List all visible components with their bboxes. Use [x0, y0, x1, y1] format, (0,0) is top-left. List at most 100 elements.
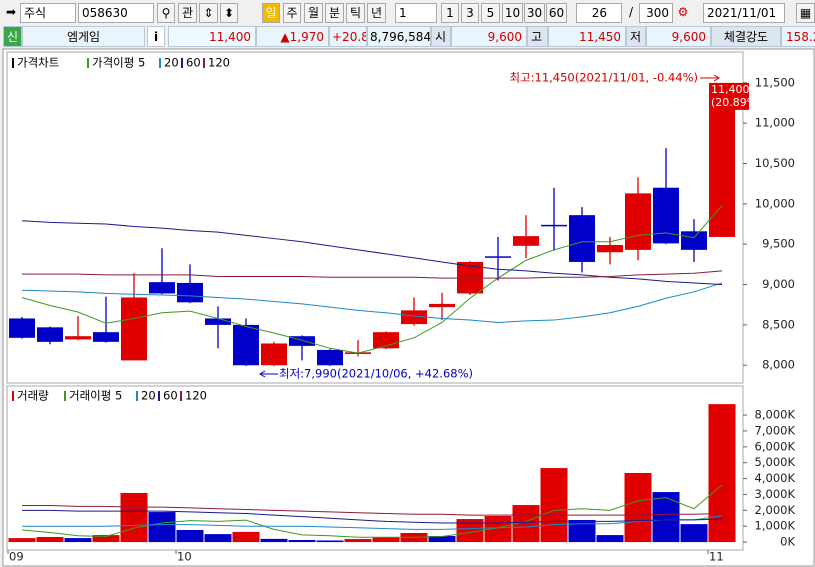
candle-body	[233, 324, 259, 366]
menu-icon[interactable]: ➡	[5, 5, 17, 19]
info-button[interactable]: i	[147, 26, 165, 47]
count-input[interactable]: 26	[576, 3, 622, 23]
moving-average	[21, 205, 723, 354]
settings-icon[interactable]: ⚙	[677, 5, 689, 19]
period-button[interactable]: 년	[367, 3, 386, 23]
candle-body	[205, 318, 231, 325]
minute-button[interactable]: 3	[461, 3, 479, 23]
legend-marker	[203, 58, 205, 68]
minute-button[interactable]: 5	[481, 3, 500, 23]
volume-bar	[288, 539, 316, 543]
high: 11,450	[548, 26, 626, 47]
minute-button[interactable]: 1	[441, 3, 459, 23]
y-tick-label: 10,000	[755, 196, 795, 210]
volume-bar	[540, 468, 568, 543]
y-tick-label: 5,000K	[755, 455, 796, 469]
legend-marker	[158, 391, 160, 401]
x-tick-label: 09	[9, 550, 24, 564]
volume-bar	[428, 536, 456, 543]
legend-label: 거래이평 5	[69, 389, 122, 403]
price: 11,400	[168, 26, 256, 47]
volume-bar	[92, 535, 120, 543]
code-input[interactable]: 058630	[78, 3, 154, 23]
candle-body	[513, 236, 539, 246]
candle-body	[653, 187, 679, 244]
period-button[interactable]: 틱	[346, 3, 365, 23]
y-tick-label: 6,000K	[755, 439, 796, 453]
minute-button[interactable]: 60	[546, 3, 567, 23]
volume-bar	[596, 535, 624, 543]
candle-body	[289, 336, 315, 346]
legend-label: 가격차트	[17, 56, 59, 70]
volume: 8,796,584	[367, 26, 431, 47]
candle-body	[177, 282, 203, 303]
volume-panel	[6, 385, 744, 551]
annotation: 최고:11,450(2021/11/01, -0.44%)	[509, 71, 698, 85]
volume-bar	[176, 529, 204, 543]
stock-name: 엠게임	[22, 26, 145, 47]
candle-body	[485, 256, 511, 258]
y-tick-label: 1,000K	[755, 519, 796, 533]
y-tick-label: 11,000	[755, 116, 795, 130]
volume-bar	[36, 536, 64, 543]
badge: 신	[3, 26, 22, 47]
candle-body	[261, 343, 287, 366]
volume-bar	[8, 538, 36, 543]
volume-bar	[372, 536, 400, 543]
x-tick-label: 10	[177, 550, 192, 564]
volume-bar	[232, 531, 260, 543]
interval-select[interactable]: 1	[395, 3, 437, 23]
candle-body	[65, 336, 91, 340]
moving-average	[21, 282, 723, 323]
date-input[interactable]: 2021/11/01	[703, 3, 785, 23]
volume-bar	[568, 519, 596, 543]
y-tick-label: 10,500	[755, 156, 795, 170]
y-tick-label: 8,500	[762, 317, 795, 331]
tool-button[interactable]: ⇕	[199, 3, 218, 23]
volume-bar	[456, 519, 484, 543]
search-button[interactable]: ⚲	[157, 3, 175, 23]
y-tick-label: 4,000K	[755, 471, 796, 485]
candle-body	[93, 332, 119, 342]
spin-button[interactable]: ⬍	[220, 3, 238, 23]
legend-marker	[181, 58, 183, 68]
candle-body	[597, 245, 623, 253]
candle-body	[149, 282, 175, 294]
legend-marker	[136, 391, 138, 401]
candle-body	[317, 349, 343, 366]
period-button[interactable]: 일	[262, 3, 280, 23]
candle-body	[709, 90, 735, 237]
legend-marker	[159, 58, 161, 68]
change-rate: +20.89%	[329, 26, 367, 47]
legend-marker	[12, 58, 14, 68]
candle-body	[625, 193, 651, 250]
annotation: 최저:7,990(2021/10/06, +42.68%)	[279, 367, 473, 381]
watch-button[interactable]: 관	[178, 3, 197, 23]
separator: /	[628, 5, 634, 19]
candle-body	[569, 215, 595, 262]
legend-marker	[180, 391, 182, 401]
period-button[interactable]: 월	[304, 3, 323, 23]
moving-average	[22, 515, 723, 530]
y-tick-label: 0K	[780, 535, 795, 549]
candle-body	[9, 318, 35, 338]
y-tick-label: 11,500	[755, 75, 795, 89]
open-label: 시	[431, 26, 451, 47]
price-label-box	[709, 82, 749, 110]
minute-button[interactable]: 30	[524, 3, 545, 23]
minute-button[interactable]: 10	[502, 3, 523, 23]
candle-body	[401, 310, 427, 325]
y-tick-label: 9,500	[762, 237, 795, 251]
y-tick-label: 8,000K	[755, 408, 796, 422]
market-select[interactable]: 주식	[20, 3, 76, 23]
volume-bar	[148, 512, 176, 543]
total-input[interactable]: 300	[639, 3, 673, 23]
period-button[interactable]: 주	[283, 3, 301, 23]
candle-body	[541, 224, 567, 227]
volume-bar	[120, 493, 148, 543]
period-button[interactable]: 분	[325, 3, 344, 23]
legend-label: 60	[186, 56, 201, 70]
moving-average	[21, 484, 723, 538]
legend-label: 가격이평 5	[92, 56, 145, 70]
